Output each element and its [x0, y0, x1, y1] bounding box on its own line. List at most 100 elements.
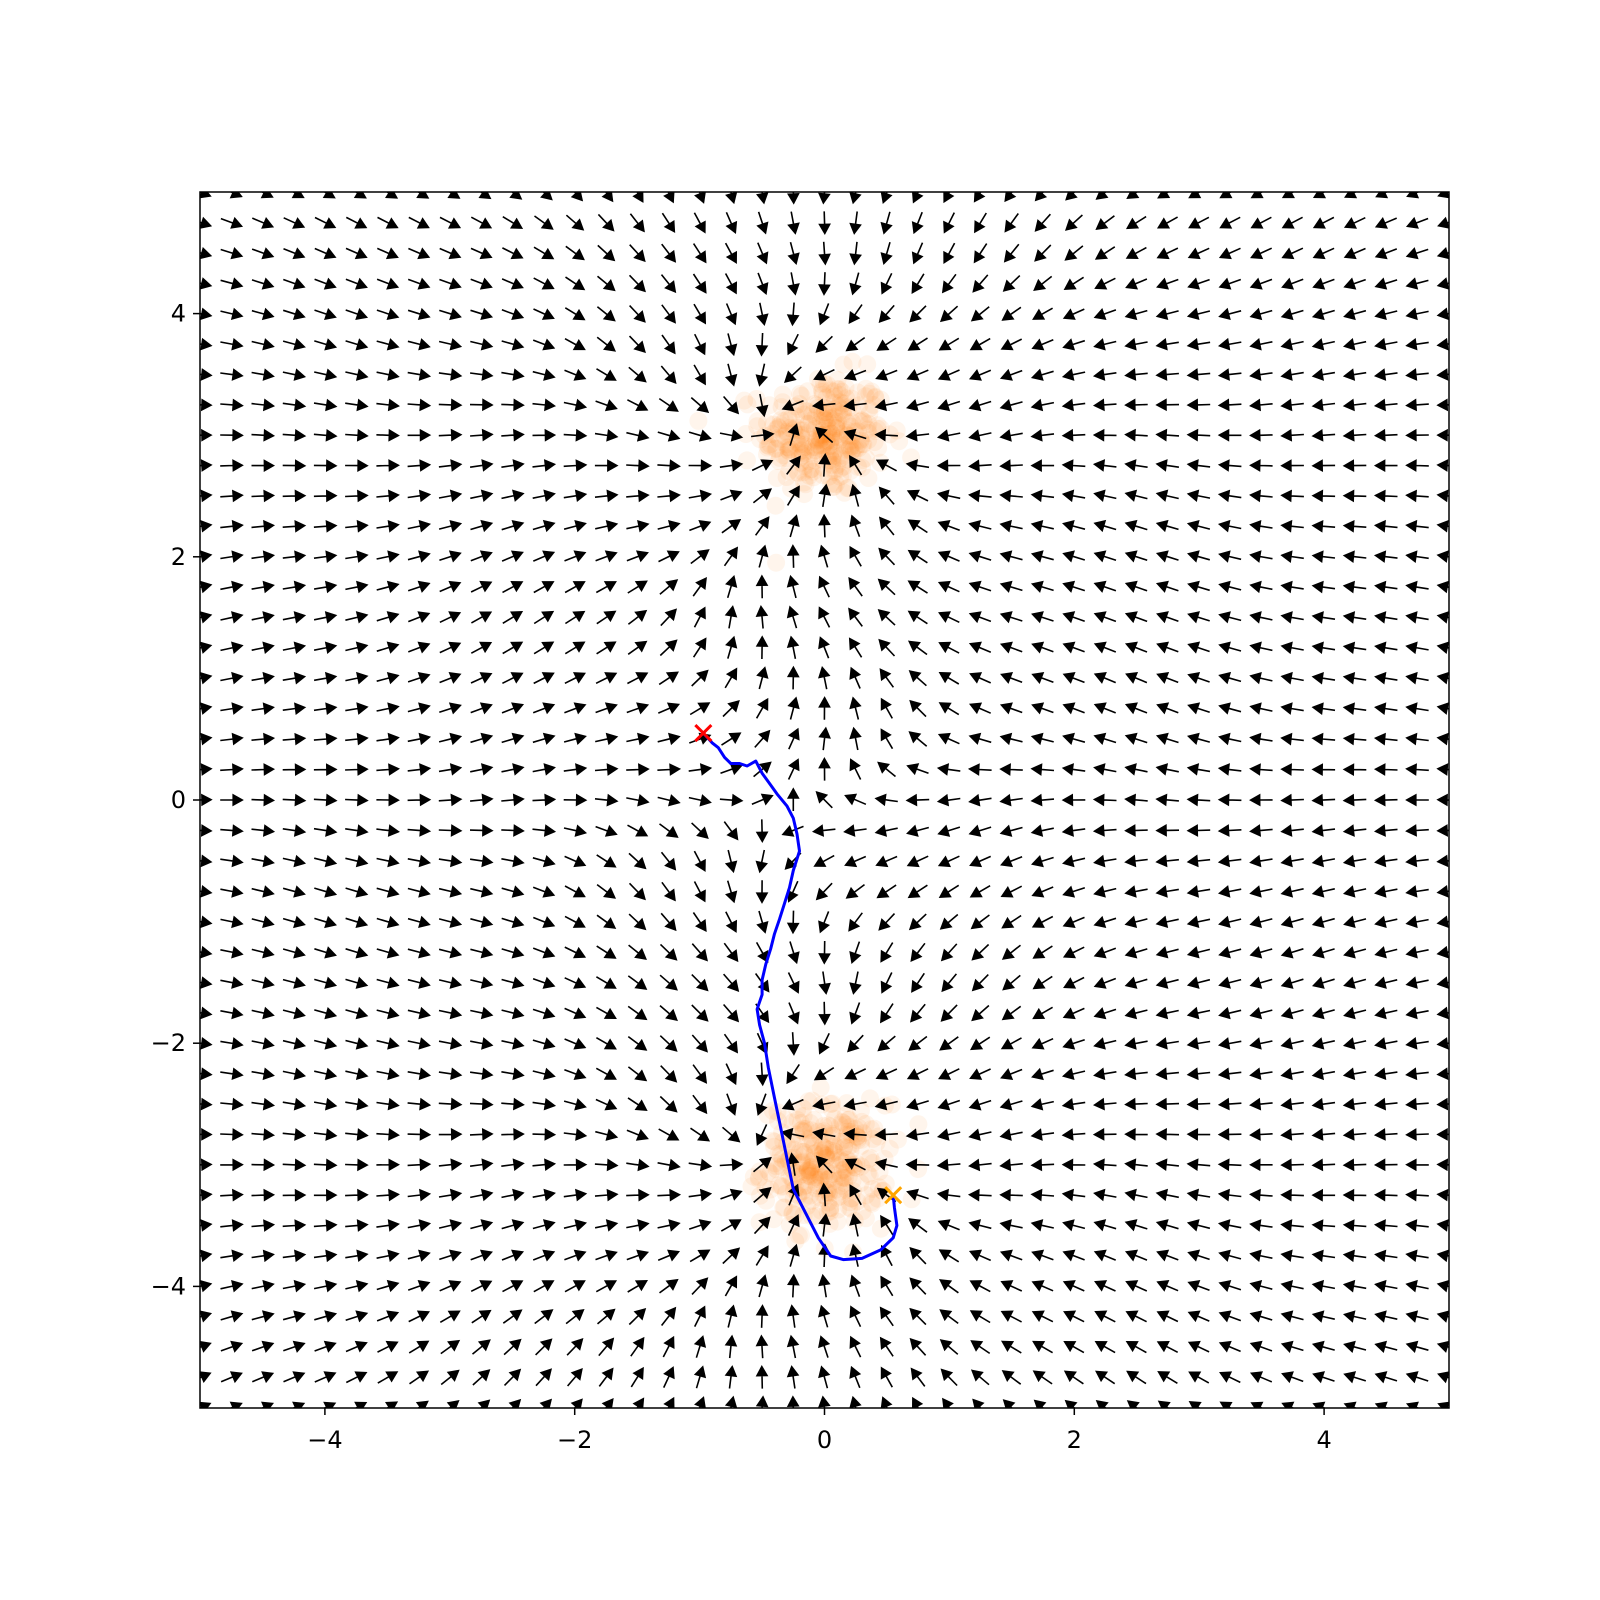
vector-arrow	[438, 1219, 463, 1232]
vector-arrow	[1186, 489, 1211, 502]
vector-arrow	[1249, 1340, 1273, 1353]
vector-arrow	[1219, 1371, 1241, 1384]
vector-arrow	[1280, 1128, 1304, 1141]
vector-arrow	[1249, 428, 1273, 442]
cluster-2-point	[798, 1161, 817, 1179]
vector-arrow	[818, 513, 831, 538]
vector-arrow	[376, 1067, 400, 1081]
vector-arrow	[407, 1037, 431, 1050]
vector-arrow	[564, 1249, 587, 1262]
vector-arrow	[943, 212, 956, 234]
vector-arrow	[1156, 247, 1179, 260]
cluster-1-point	[795, 456, 814, 475]
vector-arrow	[724, 605, 738, 629]
vector-arrow	[1249, 1097, 1273, 1111]
vector-arrow	[532, 1128, 557, 1141]
vector-arrow	[755, 332, 769, 357]
vector-arrow	[251, 793, 276, 807]
cluster-1-point	[774, 446, 793, 465]
vector-arrow	[314, 216, 337, 229]
vector-arrow	[501, 702, 525, 715]
vector-arrow	[942, 1397, 954, 1408]
vector-arrow	[220, 338, 244, 351]
vector-arrow	[345, 277, 368, 290]
vector-arrow	[1342, 1158, 1367, 1172]
vector-arrow	[345, 915, 369, 929]
vector-arrow	[1124, 1219, 1148, 1232]
cluster-2-point	[805, 1136, 824, 1155]
vector-arrow	[1155, 489, 1179, 502]
cluster-1-point	[778, 449, 797, 468]
vector-arrow	[1124, 580, 1148, 593]
vector-arrow	[1155, 793, 1179, 807]
vector-arrow	[1186, 1128, 1211, 1141]
vector-arrow	[251, 1249, 275, 1263]
vector-arrow	[1062, 1219, 1086, 1232]
plot-area	[200, 192, 1449, 1408]
vector-arrow	[385, 192, 399, 199]
vector-arrow	[786, 1334, 800, 1359]
vector-arrow	[688, 1219, 712, 1232]
vector-arrow	[755, 635, 769, 660]
vector-arrow	[1373, 459, 1398, 472]
vector-arrow	[719, 1158, 744, 1172]
vector-arrow	[376, 1219, 400, 1232]
vector-arrow	[661, 212, 676, 233]
vector-arrow	[1124, 732, 1148, 745]
vector-arrow	[628, 274, 646, 293]
vector-arrow	[1405, 824, 1429, 837]
vector-arrow	[407, 824, 432, 837]
vector-arrow	[1405, 1340, 1429, 1354]
vector-arrow	[880, 728, 894, 750]
cluster-2-point	[816, 1138, 835, 1157]
vector-arrow	[1405, 1067, 1429, 1081]
vector-arrow	[596, 883, 617, 899]
vector-arrow	[849, 758, 862, 780]
vector-arrow	[1374, 946, 1398, 959]
vector-arrow	[595, 824, 618, 837]
cluster-1-point	[835, 436, 854, 455]
vector-arrow	[220, 763, 244, 776]
vector-arrow	[345, 1158, 369, 1172]
vector-arrow	[314, 338, 338, 351]
vector-arrow	[470, 672, 493, 684]
vector-arrow	[1156, 641, 1179, 654]
vector-arrow	[1311, 702, 1336, 715]
vector-arrow	[787, 941, 800, 965]
vector-arrow	[908, 670, 927, 687]
vector-arrow	[345, 338, 369, 351]
vector-arrow	[501, 338, 525, 351]
vector-arrow	[220, 459, 244, 472]
vector-arrow	[407, 915, 431, 928]
vector-arrow	[376, 338, 400, 351]
vector-arrow	[501, 398, 525, 412]
cluster-1-point	[819, 403, 838, 422]
vector-arrow	[1124, 428, 1148, 442]
vector-arrow	[968, 429, 992, 442]
vector-arrow	[470, 732, 494, 745]
cluster-1-point	[825, 382, 844, 401]
vector-arrow	[407, 763, 432, 776]
vector-arrow	[470, 247, 493, 260]
vector-arrow	[501, 428, 525, 442]
vector-arrow	[1280, 1188, 1304, 1202]
cluster-2-point	[776, 1184, 795, 1203]
vector-arrow	[596, 306, 616, 322]
vector-arrow	[659, 943, 678, 961]
vector-arrow	[1186, 1037, 1211, 1050]
vector-arrow	[628, 882, 646, 901]
vector-arrow	[1187, 277, 1210, 290]
cluster-1-point	[766, 439, 785, 458]
vector-arrow	[563, 763, 588, 776]
vector-arrow	[220, 216, 244, 229]
vector-arrow	[1062, 732, 1086, 746]
vector-arrow	[1092, 793, 1117, 807]
vector-arrow	[1155, 1097, 1180, 1111]
vector-arrow	[968, 550, 992, 563]
vector-arrow	[1249, 338, 1273, 351]
vector-arrow	[818, 756, 831, 781]
vector-arrow	[200, 915, 213, 929]
vector-arrow	[376, 1188, 400, 1202]
vector-arrow	[407, 519, 432, 533]
vector-arrow	[1311, 398, 1336, 412]
